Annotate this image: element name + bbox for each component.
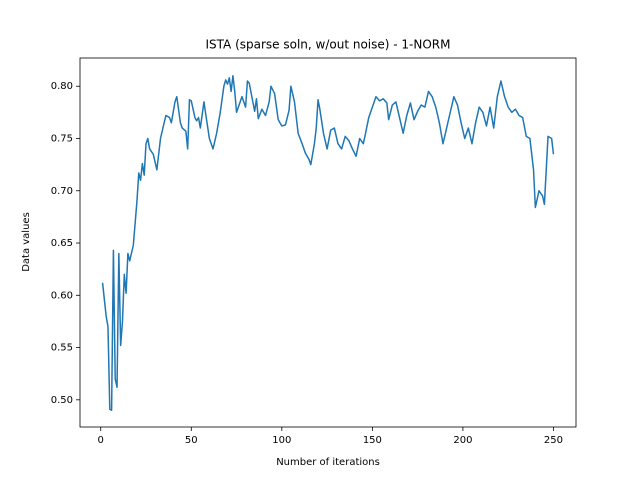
x-axis-label: Number of iterations [276,457,380,468]
y-tick-label: 0.65 [51,238,73,249]
chart-title: ISTA (sparse soln, w/out noise) - 1-NORM [206,38,451,52]
x-tick-label: 50 [185,435,198,446]
y-tick-label: 0.60 [51,290,73,301]
x-tick-label: 150 [363,435,382,446]
y-tick-label: 0.80 [51,81,73,92]
y-axis-label: Data values [21,212,32,272]
plot-frame [79,57,577,428]
x-tick-label: 100 [272,435,291,446]
x-tick-label: 0 [98,435,104,446]
y-tick-label: 0.55 [51,343,73,354]
y-tick-label: 0.50 [51,395,73,406]
data-line [101,75,555,412]
x-tick-label: 250 [544,435,563,446]
y-tick-label: 0.70 [51,186,73,197]
y-tick-label: 0.75 [51,133,73,144]
x-tick-label: 200 [453,435,472,446]
